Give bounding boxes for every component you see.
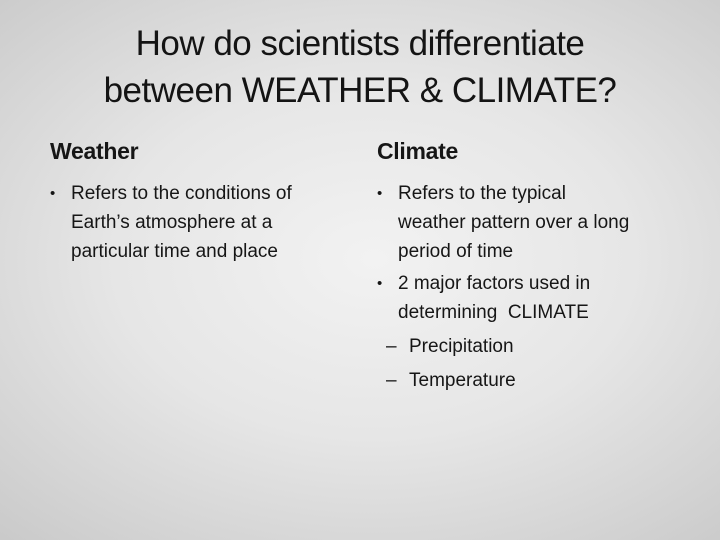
slide-title: How do scientists differentiate between …: [0, 20, 720, 114]
sub-bullet-text: Precipitation: [409, 336, 514, 357]
bullet-line: period of time: [398, 241, 514, 262]
climate-sub-bullet-2: – Temperature: [377, 364, 709, 398]
bullet-marker: •: [377, 275, 383, 292]
bullet-line: weather pattern over a long: [398, 212, 630, 233]
bullet-marker: •: [50, 185, 56, 202]
weather-bullet-1: • Refers to the conditions of Earth’s at…: [50, 179, 356, 266]
sub-bullet-marker: –: [386, 336, 397, 357]
bullet-line: 2 major factors used in: [398, 273, 591, 294]
bullet-line: Earth’s atmosphere at a: [71, 212, 273, 233]
climate-bullet-2-text: 2 major factors used in determining CLIM…: [398, 269, 709, 327]
climate-bullet-1-text: Refers to the typical weather pattern ov…: [398, 179, 709, 266]
bullet-line: determining CLIMATE: [398, 302, 589, 323]
bullet-line: Refers to the typical: [398, 183, 566, 204]
sub-bullet-text: Temperature: [409, 370, 516, 391]
climate-sub-bullet-1: – Precipitation: [377, 330, 709, 364]
weather-column: Weather • Refers to the conditions of Ea…: [50, 137, 356, 269]
weather-column-header: Weather: [50, 138, 139, 164]
climate-column-header: Climate: [377, 138, 458, 164]
climate-column: Climate • Refers to the typical weather …: [377, 137, 709, 398]
bullet-line: particular time and place: [71, 241, 278, 262]
weather-bullet-1-text: Refers to the conditions of Earth’s atmo…: [71, 179, 356, 266]
slide-title-line-2: between WEATHER & CLIMATE?: [103, 71, 617, 110]
slide-title-line-1: How do scientists differentiate: [135, 24, 585, 63]
bullet-line: Refers to the conditions of: [71, 183, 292, 204]
bullet-marker: •: [377, 185, 383, 202]
climate-bullet-2: • 2 major factors used in determining CL…: [377, 269, 709, 327]
climate-bullet-1: • Refers to the typical weather pattern …: [377, 179, 709, 266]
sub-bullet-marker: –: [386, 370, 397, 391]
